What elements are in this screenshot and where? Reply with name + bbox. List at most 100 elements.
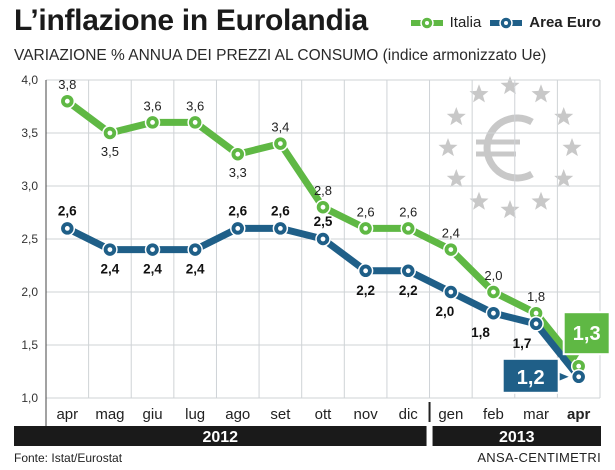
euro-data-point-center <box>404 267 412 275</box>
euro-data-point-center <box>362 267 370 275</box>
star-icon <box>531 191 551 210</box>
italia-data-label: 2,4 <box>442 226 460 241</box>
italia-callout-pointer <box>571 354 580 361</box>
star-icon <box>446 169 466 188</box>
euro-data-label: 2,2 <box>399 283 418 298</box>
x-tick-label: giu <box>143 406 163 423</box>
x-tick-label: ago <box>225 406 250 423</box>
x-tick-label: nov <box>354 406 379 423</box>
x-tick-label: apr <box>56 406 78 423</box>
legend-label-euro: Area Euro <box>529 14 601 31</box>
italia-data-label: 2,8 <box>314 183 332 198</box>
year-label: 2012 <box>202 429 238 446</box>
year-label: 2013 <box>499 429 535 446</box>
euro-data-point-center <box>532 320 540 328</box>
euro-data-point-center <box>447 288 455 296</box>
italia-series-icon <box>410 15 443 30</box>
italia-data-point-center <box>319 203 327 211</box>
euro-data-point-center <box>575 373 583 381</box>
italia-data-label: 2,6 <box>357 204 375 219</box>
euro-data-label: 2,5 <box>314 214 333 229</box>
star-icon <box>500 200 520 219</box>
x-tick-label: mag <box>95 406 124 423</box>
italia-data-label: 3,5 <box>101 144 119 159</box>
x-tick-label: mar <box>523 406 549 423</box>
italia-data-point-center <box>106 129 114 137</box>
italia-data-point-center <box>63 97 71 105</box>
x-tick-label: lug <box>185 406 205 423</box>
euro-data-label: 1,8 <box>471 325 490 340</box>
italia-data-point-center <box>532 309 540 317</box>
y-tick-label: 2,0 <box>21 285 38 299</box>
legend-item-euro: Area Euro <box>489 14 601 31</box>
italia-data-point-center <box>234 150 242 158</box>
euro-data-point-center <box>106 246 114 254</box>
euro-data-label: 2,0 <box>435 304 454 319</box>
euro-data-label: 2,2 <box>356 283 375 298</box>
italia-data-point-center <box>575 362 583 370</box>
y-tick-label: 1,0 <box>21 391 38 405</box>
legend: Italia Area Euro <box>410 14 601 31</box>
x-tick-label: apr <box>567 406 591 423</box>
y-tick-label: 4,0 <box>21 73 38 87</box>
x-tick-label: set <box>270 406 291 423</box>
italia-data-label: 3,6 <box>186 98 204 113</box>
euro-data-label: 2,6 <box>271 203 290 218</box>
euro-data-point-center <box>148 246 157 254</box>
euro-series-icon <box>490 15 523 30</box>
star-icon <box>554 107 574 126</box>
euro-symbol-icon <box>483 114 534 182</box>
y-tick-label: 3,5 <box>21 126 38 140</box>
euro-data-point-center <box>191 246 199 254</box>
star-icon <box>469 191 489 210</box>
star-icon <box>469 84 489 103</box>
y-tick-label: 2,5 <box>21 232 38 246</box>
italia-data-point-center <box>362 224 370 232</box>
star-icon <box>438 138 458 157</box>
legend-label-italia: Italia <box>449 14 482 31</box>
legend-item-italia: Italia <box>410 14 482 31</box>
italia-data-label: 3,6 <box>143 98 161 113</box>
euro-data-label: 2,4 <box>186 262 205 277</box>
x-tick-label: feb <box>483 406 504 423</box>
italia-data-point-center <box>489 288 498 296</box>
chart-subtitle: VARIAZIONE % ANNUA DEI PREZZI AL CONSUMO… <box>14 47 547 64</box>
italia-data-label: 2,6 <box>399 204 417 219</box>
euro-data-label: 2,6 <box>228 203 247 218</box>
italia-data-label: 2,0 <box>484 268 502 283</box>
italia-data-point-center <box>191 118 199 127</box>
year-bar <box>14 426 427 446</box>
credit-note: ANSA-CENTIMETRI <box>477 450 601 465</box>
italia-data-label: 1,8 <box>527 289 545 304</box>
star-icon <box>531 84 551 103</box>
italia-data-label: 3,3 <box>229 165 247 180</box>
euro-data-point-center <box>489 309 498 317</box>
euro-data-point-center <box>319 235 327 243</box>
euro-final-callout <box>501 357 560 394</box>
italia-final-value: 1,3 <box>573 323 601 345</box>
euro-final-value: 1,2 <box>517 367 545 389</box>
y-tick-label: 1,5 <box>21 338 38 352</box>
star-icon <box>446 107 466 126</box>
chart-title: L’inflazione in Eurolandia <box>14 4 368 37</box>
x-tick-label: dic <box>399 406 419 423</box>
euro-series-line <box>63 224 583 381</box>
italia-data-point-center <box>148 118 157 127</box>
y-tick-label: 3,0 <box>21 179 38 193</box>
star-icon <box>500 76 520 95</box>
x-tick-label: ott <box>315 406 333 423</box>
italia-data-label: 3,4 <box>271 120 289 135</box>
italia-data-label: 3,8 <box>58 77 76 92</box>
euro-data-point-center <box>63 224 71 232</box>
star-icon <box>554 169 574 188</box>
euro-data-point-center <box>276 224 284 232</box>
eu-stars-decoration <box>438 76 582 219</box>
star-icon <box>562 138 582 157</box>
italia-final-callout <box>562 311 611 356</box>
source-note: Fonte: Istat/Eurostat <box>14 451 123 465</box>
year-bar <box>432 426 601 446</box>
euro-data-point-center <box>234 224 242 232</box>
euro-data-label: 2,6 <box>58 203 77 218</box>
